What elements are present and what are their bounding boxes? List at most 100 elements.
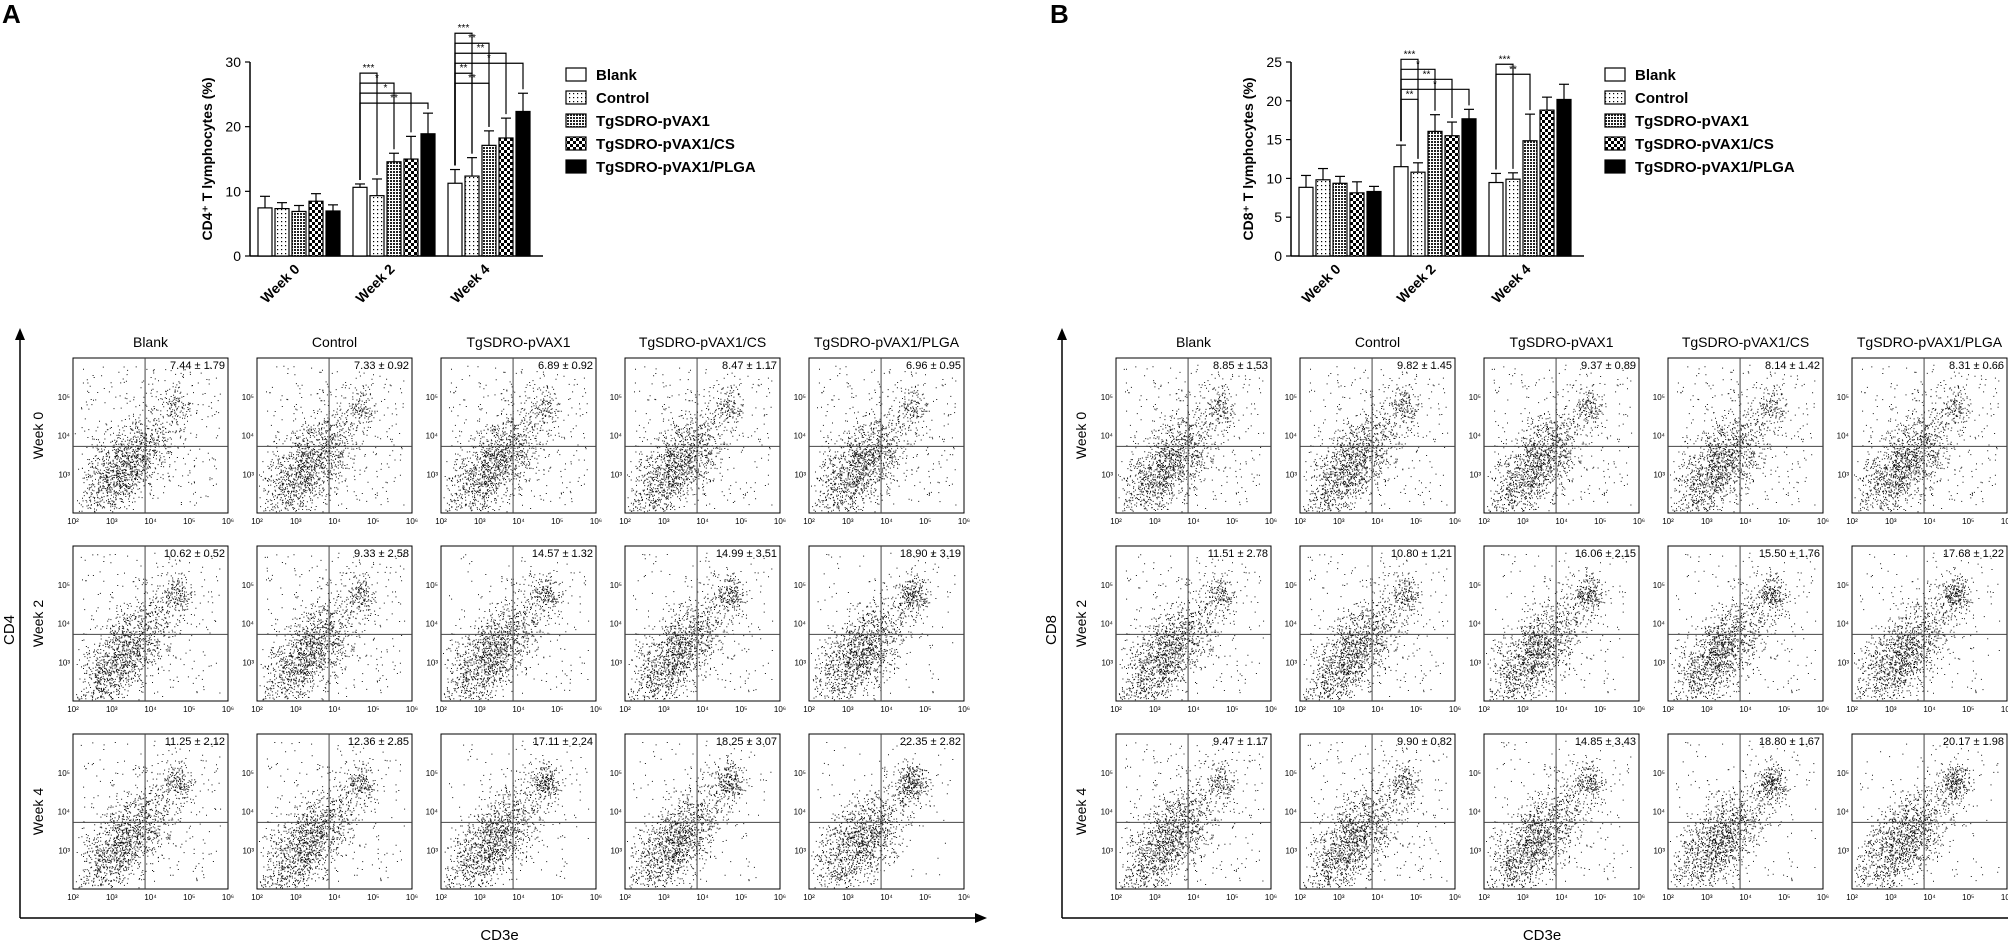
bar	[464, 175, 480, 257]
cell-events	[1303, 552, 1449, 701]
y-tick-label: 10⁴	[242, 620, 255, 629]
y-tick-label: 10⁴	[794, 808, 807, 817]
scatter-plot: 16.06 ± 2.15 10² 10³ 10⁴ 10⁵ 10⁶ 10³ 10⁴ 10⁵	[1469, 545, 1645, 714]
significance-mark: **	[477, 43, 485, 54]
x-tick-label: 10⁴	[328, 893, 341, 902]
significance-mark: **	[1423, 69, 1431, 80]
y-tick-label: 10³	[1469, 470, 1481, 479]
x-tick-label: 10⁶	[774, 517, 786, 526]
x-tick-label: 10²	[619, 893, 631, 902]
scatter-plot: 22.35 ± 2.82 10² 10³ 10⁴ 10⁵ 10⁶ 10³ 10⁴ 10⁵	[794, 733, 970, 902]
y-tick-label: 10³	[242, 470, 254, 479]
bar	[274, 207, 290, 257]
bar	[386, 161, 402, 257]
x-tick-label: Week 2	[1393, 261, 1438, 306]
scatter-plot: 11.51 ± 2.78 10² 10³ 10⁴ 10⁵ 10⁶ 10³ 10⁴ 10⁵	[1101, 545, 1277, 714]
y-tick-label: 10⁴	[1837, 432, 1850, 441]
y-tick-label: 10³	[1837, 846, 1849, 855]
x-tick-label: 10⁶	[2001, 517, 2008, 526]
x-tick-label: 10⁶	[222, 893, 234, 902]
y-tick-label: 10⁴	[58, 808, 71, 817]
significance-mark: **	[1406, 89, 1414, 100]
cell-events	[1118, 364, 1265, 513]
cell-events	[627, 740, 772, 889]
y-tick-label: 10⁵	[1837, 393, 1849, 402]
y-tick-label: 10³	[1285, 846, 1297, 855]
y-tick-label: 10⁵	[610, 393, 622, 402]
x-tick-label: 10⁴	[880, 893, 893, 902]
significance-bracket	[1400, 58, 1419, 159]
cell-events	[74, 366, 221, 513]
x-tick-label: 10²	[435, 517, 447, 526]
legend-swatch	[1604, 113, 1626, 128]
x-tick-label: 10⁵	[735, 517, 747, 526]
y-tick-label: 10⁵	[794, 393, 806, 402]
x-tick-label: 10⁵	[1226, 517, 1238, 526]
x-tick-label: 10⁶	[222, 705, 234, 714]
quadrant-percentage: 14.57 ± 1.32	[532, 548, 593, 560]
x-tick-label: 10⁴	[1555, 517, 1568, 526]
cell-events	[1670, 740, 1817, 889]
y-tick-label: 10⁵	[58, 581, 70, 590]
x-tick-label: 10⁶	[1265, 705, 1277, 714]
x-tick-label: 10⁴	[1187, 517, 1200, 526]
scatter-plot: 17.11 ± 2.24 10² 10³ 10⁴ 10⁵ 10⁶ 10³ 10⁴ 10⁵	[426, 733, 602, 902]
y-tick-label: 10³	[1653, 658, 1665, 667]
cell-events	[1854, 364, 2000, 513]
x-tick-label: 10⁵	[1778, 893, 1790, 902]
quadrant-percentage: 17.68 ± 1.22	[1943, 548, 2004, 560]
x-tick-label: 10³	[1517, 705, 1529, 714]
quadrant-percentage: 9.47 ± 1.17	[1213, 736, 1268, 748]
scatter-plot: 11.25 ± 2.12 10² 10³ 10⁴ 10⁵ 10⁶ 10³ 10⁴ 10⁵	[58, 733, 234, 902]
x-tick-label: 10²	[803, 893, 815, 902]
scatter-plot: 17.68 ± 1.22 10² 10³ 10⁴ 10⁵ 10⁶ 10³ 10⁴ 10⁵	[1837, 545, 2008, 714]
legend-label: TgSDRO-pVAX1/CS	[596, 136, 735, 153]
significance-bracket	[1495, 73, 1531, 170]
significance-mark: *	[1433, 79, 1437, 90]
legend-label: Blank	[596, 67, 638, 84]
y-tick-label: 10⁴	[1101, 432, 1114, 441]
significance-mark: **	[390, 93, 398, 104]
quadrant-percentage: 6.89 ± 0.92	[538, 360, 593, 372]
y-tick-label: 10⁴	[242, 432, 255, 441]
y-tick-label: 10⁴	[426, 432, 439, 441]
scatter-plot: 8.85 ± 1.53 10² 10³ 10⁴ 10⁵ 10⁶ 10³ 10⁴ 10⁵	[1101, 357, 1277, 526]
cell-events	[811, 365, 957, 513]
x-tick-label: 10³	[1885, 517, 1897, 526]
significance-bracket	[359, 92, 412, 180]
x-tick-label: 10⁶	[958, 893, 970, 902]
quadrant-percentage: 12.36 ± 2.85	[348, 736, 409, 748]
quadrant-percentage: 7.44 ± 1.79	[170, 360, 225, 372]
x-tick-label: 10⁴	[512, 893, 525, 902]
x-tick-label: 10⁶	[222, 517, 234, 526]
x-tick-label: 10²	[1294, 517, 1306, 526]
arrow-head	[15, 328, 25, 340]
x-tick-label: 10⁴	[1555, 705, 1568, 714]
scatter-plot: 20.17 ± 1.98 10² 10³ 10⁴ 10⁵ 10⁶ 10³ 10⁴ 10⁵	[1837, 733, 2008, 902]
quadrant-percentage: 10.80 ± 1.21	[1391, 548, 1452, 560]
x-tick-label: 10³	[1149, 893, 1161, 902]
x-tick-label: 10³	[106, 705, 118, 714]
quadrant-percentage: 18.90 ± 3.19	[900, 548, 961, 560]
y-tick-label: 10⁴	[610, 808, 623, 817]
bar	[403, 158, 419, 257]
y-tick-label: 10⁴	[610, 432, 623, 441]
quadrant-percentage: 22.35 ± 2.82	[900, 736, 961, 748]
x-tick-label: 10⁴	[1739, 705, 1752, 714]
scatter-plot: 8.31 ± 0.66 10² 10³ 10⁴ 10⁵ 10⁶ 10³ 10⁴ 10⁵	[1837, 357, 2008, 526]
bar	[1505, 178, 1521, 257]
x-tick-label: 10³	[658, 893, 670, 902]
bar	[369, 195, 385, 257]
y-tick-label: 10⁵	[58, 393, 70, 402]
y-tick-label: 10³	[794, 658, 806, 667]
y-tick-label: 10⁵	[1469, 581, 1481, 590]
quadrant-percentage: 20.17 ± 1.98	[1943, 736, 2004, 748]
x-tick-label: 10⁶	[1633, 517, 1645, 526]
cell-events	[1487, 364, 1633, 513]
bar	[1522, 140, 1538, 257]
y-tick-label: 10³	[58, 846, 70, 855]
x-tick-label: 10²	[1846, 893, 1858, 902]
y-tick-label: 10⁵	[1469, 393, 1481, 402]
legend-swatch	[1604, 159, 1626, 174]
significance-mark: ***	[1499, 54, 1511, 65]
